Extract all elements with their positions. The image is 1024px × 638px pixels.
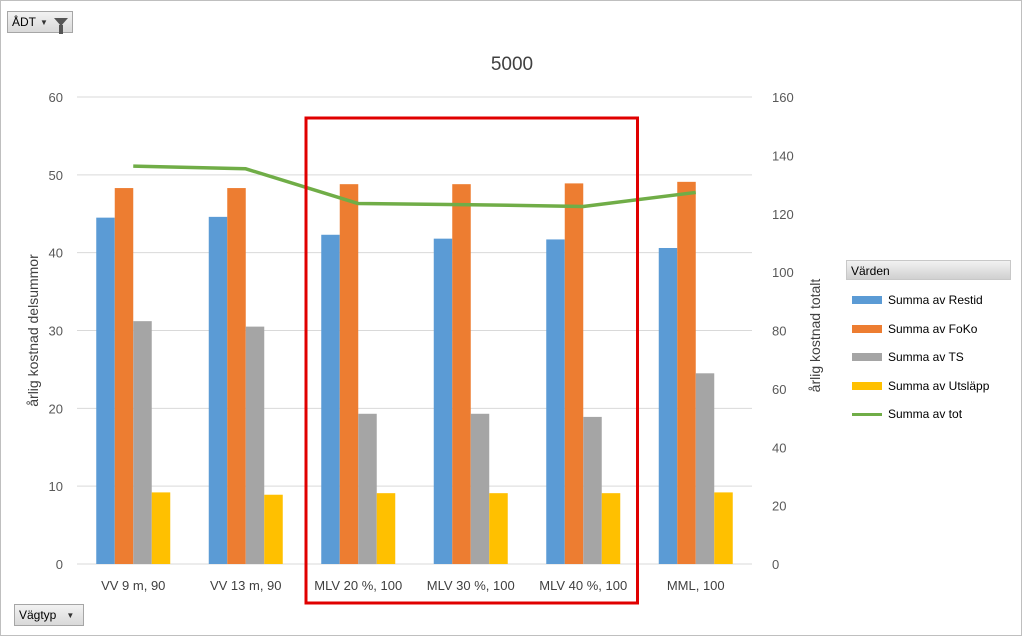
filter-funnel-icon [53, 18, 68, 34]
bar-summa-av-utsläpp [601, 493, 621, 564]
bar-summa-av-foko [339, 184, 359, 564]
legend-swatch [852, 381, 882, 390]
y-tick-label: 20 [49, 401, 63, 416]
x-tick-label: VV 9 m, 90 [101, 578, 165, 593]
y-tick-label: 60 [49, 90, 63, 105]
bar-summa-av-restid [658, 247, 678, 564]
legend-swatch [852, 353, 882, 362]
legend-title: Värden [846, 260, 1011, 280]
bar-summa-av-foko [564, 183, 584, 564]
x-tick-label: MLV 20 %, 100 [314, 578, 402, 593]
y2-tick-label: 100 [772, 265, 794, 280]
y2-axis-label: årlig kostnad totalt [807, 279, 823, 393]
bar-summa-av-ts [245, 326, 265, 564]
legend-item: Summa av FoKo [846, 315, 1011, 344]
bar-summa-av-ts [695, 373, 715, 564]
legend: Värden Summa av Restid Summa av FoKo Summa… [846, 260, 1011, 429]
y-axis-label: årlig kostnad delsummor [25, 254, 41, 407]
bar-summa-av-utsläpp [264, 494, 283, 564]
bar-summa-av-restid [433, 238, 453, 564]
bar-summa-av-foko [677, 181, 696, 565]
legend-label: Summa av Utsläpp [888, 378, 990, 393]
x-tick-label: MML, 100 [667, 578, 725, 593]
legend-item: Summa av Utsläpp [846, 372, 1011, 401]
legend-label: Summa av Restid [888, 293, 983, 308]
bar-summa-av-restid [321, 234, 340, 564]
x-tick-label: VV 13 m, 90 [210, 578, 282, 593]
dropdown-arrow-icon: ▼ [66, 610, 75, 620]
dropdown-arrow-icon: ▼ [40, 17, 48, 27]
line-summa-av-tot [133, 164, 696, 209]
bar-summa-av-foko [114, 188, 134, 564]
legend-label: Summa av tot [888, 407, 963, 422]
legend-swatch [852, 324, 882, 333]
x-tick-label: MLV 40 %, 100 [539, 578, 627, 593]
bar-summa-av-ts [583, 416, 602, 564]
adt-filter-button[interactable]: ÅDT ▼ [7, 11, 73, 34]
y-tick-label: 10 [49, 479, 63, 494]
bar-summa-av-foko [452, 184, 471, 564]
adt-filter-label: ÅDT [12, 15, 36, 29]
y-tick-label: 0 [56, 557, 63, 572]
legend-label: Summa av FoKo [888, 321, 978, 336]
y2-tick-label: 80 [772, 324, 786, 339]
highlight-box [304, 116, 639, 605]
y2-tick-label: 20 [772, 499, 786, 514]
legend-item: Summa av tot [846, 400, 1011, 429]
y-tick-label: 40 [49, 246, 63, 261]
bar-summa-av-utsläpp [489, 493, 508, 564]
bar-summa-av-restid [546, 239, 565, 564]
bar-summa-av-utsläpp [151, 492, 171, 564]
bar-summa-av-ts [133, 321, 152, 564]
legend-swatch [852, 296, 882, 305]
bar-summa-av-utsläpp [714, 492, 733, 564]
y2-tick-label: 120 [772, 207, 794, 222]
chart-title: 5000 [491, 54, 533, 75]
vagtyp-filter-label: Vägtyp [19, 608, 57, 622]
legend-item: Summa av TS [846, 343, 1011, 372]
y2-tick-label: 40 [772, 440, 786, 455]
y2-tick-label: 140 [772, 148, 794, 163]
x-tick-label: MLV 30 %, 100 [427, 578, 515, 593]
legend-item: Summa av Restid [846, 286, 1011, 315]
bar-summa-av-foko [227, 188, 246, 564]
y2-tick-label: 60 [772, 382, 786, 397]
bar-summa-av-ts [470, 413, 490, 564]
bar-summa-av-ts [358, 413, 377, 564]
y-tick-label: 50 [49, 168, 63, 183]
y2-tick-label: 160 [772, 90, 794, 105]
bar-summa-av-utsläpp [376, 493, 396, 564]
vagtyp-filter-button[interactable]: Vägtyp ▼ [14, 604, 84, 626]
bar-summa-av-restid [96, 217, 115, 564]
y-tick-label: 30 [49, 324, 63, 339]
y2-tick-label: 0 [772, 557, 779, 572]
bar-summa-av-restid [208, 216, 228, 564]
legend-label: Summa av TS [888, 350, 964, 365]
legend-swatch [852, 412, 882, 416]
